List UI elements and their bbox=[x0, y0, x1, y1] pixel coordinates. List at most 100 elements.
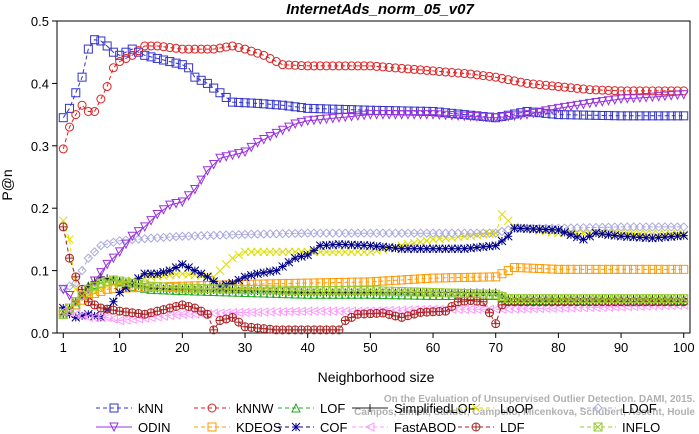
data-point-ldof bbox=[409, 228, 419, 238]
data-point-knn bbox=[359, 105, 369, 115]
data-point-loop bbox=[234, 250, 244, 260]
data-point-knnw bbox=[491, 72, 501, 82]
data-point-ldf bbox=[447, 301, 457, 311]
y-axis-label: P@n bbox=[0, 169, 15, 200]
data-point-fastabod bbox=[108, 314, 118, 324]
data-point-fastabod bbox=[264, 307, 275, 317]
data-point-kdeos bbox=[409, 274, 419, 284]
data-point-knn bbox=[58, 113, 68, 123]
data-point-kdeos bbox=[510, 262, 520, 272]
data-point-cof bbox=[554, 225, 563, 235]
plot-area bbox=[58, 35, 689, 335]
data-point-odin bbox=[465, 111, 476, 122]
data-point-knn bbox=[83, 44, 93, 54]
data-point-knnw bbox=[171, 43, 181, 53]
data-point-knnw bbox=[434, 66, 444, 76]
data-point-odin bbox=[290, 119, 300, 130]
data-point-fastabod bbox=[515, 303, 526, 314]
data-point-knn bbox=[553, 110, 563, 120]
data-point-ldof bbox=[315, 228, 325, 238]
data-point-loop bbox=[278, 247, 287, 257]
data-point-knn bbox=[309, 104, 319, 114]
data-point-cof bbox=[83, 309, 93, 319]
data-point-kdeos bbox=[547, 264, 557, 274]
data-point-knn bbox=[610, 111, 620, 121]
data-point-odin bbox=[271, 128, 282, 139]
data-point-knnw bbox=[215, 43, 225, 53]
data-point-ldof bbox=[296, 228, 307, 238]
data-point-knnw bbox=[660, 86, 670, 96]
data-point-odin bbox=[647, 92, 658, 103]
data-point-ldof bbox=[585, 222, 595, 233]
data-point-kdeos bbox=[290, 278, 300, 288]
data-point-kdeos bbox=[566, 264, 576, 274]
legend-label: LOF bbox=[320, 401, 345, 416]
data-point-ldof bbox=[371, 228, 382, 238]
data-point-ldof bbox=[635, 222, 645, 232]
data-point-ldof bbox=[89, 247, 100, 257]
data-point-knnw bbox=[610, 86, 620, 96]
data-point-knnw bbox=[629, 86, 639, 96]
data-point-kdeos bbox=[516, 263, 526, 273]
data-point-knn bbox=[265, 99, 275, 109]
data-point-fastabod bbox=[290, 306, 300, 317]
data-point-cof bbox=[441, 244, 450, 254]
series-ldf bbox=[58, 222, 689, 335]
data-point-knn bbox=[604, 111, 614, 121]
data-point-knn bbox=[171, 58, 181, 68]
data-point-cof bbox=[666, 232, 676, 242]
data-point-fastabod bbox=[102, 312, 112, 323]
legend-item-ldf: LDF bbox=[458, 420, 525, 434]
data-point-knn bbox=[215, 88, 225, 98]
data-point-odin bbox=[547, 105, 557, 115]
series-ldof bbox=[58, 222, 689, 295]
data-point-kdeos bbox=[622, 264, 632, 274]
data-point-knnw bbox=[240, 44, 250, 54]
data-point-odin bbox=[672, 90, 683, 101]
data-point-knnw bbox=[334, 61, 344, 71]
data-point-knnw bbox=[591, 85, 601, 95]
data-point-odin bbox=[315, 115, 326, 125]
data-point-knn bbox=[65, 103, 75, 113]
legend-label: INFLO bbox=[622, 420, 660, 434]
data-point-kdeos bbox=[390, 275, 400, 285]
data-point-odin bbox=[378, 110, 388, 120]
data-point-knn bbox=[221, 92, 231, 102]
data-point-odin bbox=[584, 98, 595, 109]
data-point-kdeos bbox=[434, 273, 444, 283]
data-point-cof bbox=[347, 240, 356, 250]
data-point-kdeos bbox=[453, 273, 463, 283]
data-point-kdeos bbox=[484, 272, 494, 282]
data-point-odin bbox=[246, 142, 257, 153]
data-point-ldof bbox=[252, 229, 263, 239]
data-point-kdeos bbox=[535, 264, 545, 274]
x-tick-label: 20 bbox=[175, 340, 189, 355]
data-point-fastabod bbox=[239, 307, 250, 318]
data-point-knnw bbox=[578, 84, 588, 94]
data-point-kdeos bbox=[641, 264, 651, 274]
data-point-kdeos bbox=[472, 272, 482, 282]
data-point-knnw bbox=[227, 41, 237, 51]
data-point-odin bbox=[139, 222, 150, 233]
data-point-loop bbox=[228, 253, 237, 263]
data-point-kdeos bbox=[604, 264, 614, 274]
data-point-knnw bbox=[472, 70, 482, 80]
data-point-knnw bbox=[503, 75, 513, 85]
data-point-knn bbox=[159, 55, 169, 65]
data-point-ldof bbox=[666, 222, 676, 232]
data-point-knn bbox=[246, 98, 256, 108]
data-point-knnw bbox=[516, 77, 526, 87]
data-point-cof bbox=[453, 244, 463, 254]
data-point-odin bbox=[484, 112, 495, 123]
data-point-kdeos bbox=[660, 264, 670, 274]
data-point-fastabod bbox=[296, 306, 306, 317]
data-point-ldof bbox=[415, 228, 426, 238]
data-point-kdeos bbox=[578, 264, 588, 274]
data-point-cof bbox=[240, 272, 250, 282]
data-point-fastabod bbox=[534, 303, 545, 314]
data-point-odin bbox=[415, 110, 426, 120]
data-point-knn bbox=[578, 110, 588, 120]
data-point-odin bbox=[616, 94, 626, 105]
data-point-odin bbox=[327, 113, 338, 124]
data-point-kdeos bbox=[296, 278, 306, 288]
